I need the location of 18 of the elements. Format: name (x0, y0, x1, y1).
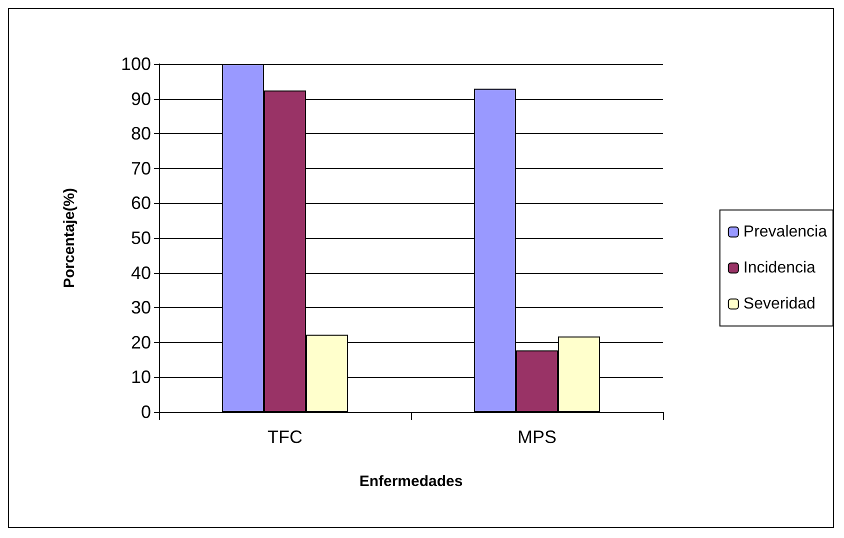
y-tick-label: 0 (140, 402, 151, 422)
y-tick-label: 50 (130, 228, 151, 248)
y-tick-label: 40 (130, 262, 151, 283)
legend-label: Incidencia (743, 260, 816, 276)
x-tick-label: MPS (517, 427, 557, 447)
y-tick-label: 10 (130, 367, 151, 388)
y-tick-label: 80 (130, 124, 151, 144)
y-tick-label: 60 (130, 193, 151, 214)
x-axis-title: Enfermedades (359, 473, 463, 490)
x-tick-label: TFC (268, 427, 302, 447)
legend-label: Severidad (743, 296, 816, 312)
y-axis-title: Porcentaje(%) (61, 188, 78, 288)
y-tick-label: 90 (130, 88, 151, 109)
y-tick-label: 70 (130, 158, 151, 178)
y-tick-label: 20 (130, 332, 151, 352)
y-tick-label: 30 (130, 298, 151, 318)
legend-label: Prevalencia (743, 224, 828, 240)
y-tick-label: 100 (120, 54, 151, 74)
